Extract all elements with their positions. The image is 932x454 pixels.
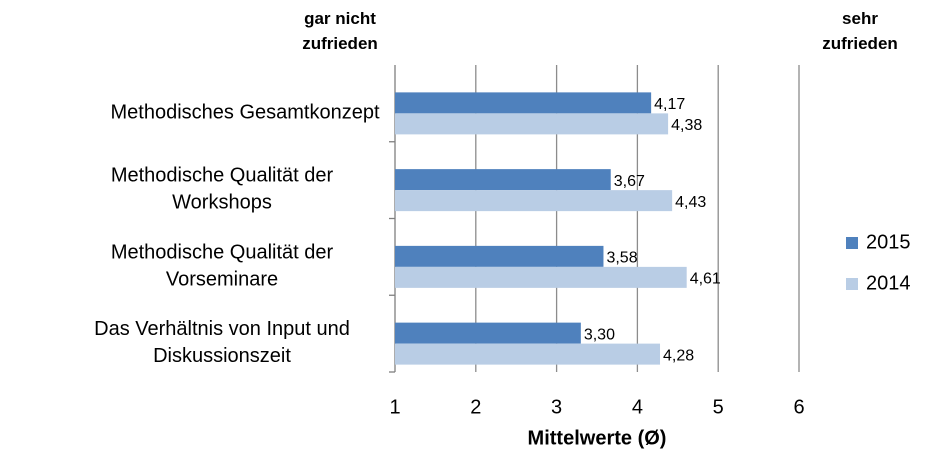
legend-label: 2014 [866, 272, 911, 294]
legend-swatch [846, 278, 858, 290]
x-tick-label: 2 [470, 396, 481, 418]
legend-label: 2015 [866, 231, 911, 253]
bar [395, 190, 673, 212]
bar [395, 343, 661, 365]
x-tick-label: 4 [632, 396, 643, 418]
value-label: 4,28 [663, 347, 694, 364]
value-label: 4,61 [690, 271, 721, 288]
y-tick-label: Methodische Qualität der Workshops [111, 165, 334, 214]
value-label: 3,30 [584, 326, 615, 343]
x-axis-title: Mittelwerte (Ø) [528, 427, 667, 449]
bar [395, 113, 669, 135]
annotation-right: sehr zufrieden [822, 9, 898, 53]
bar [395, 245, 604, 267]
y-tick-label: Methodische Qualität der Vorseminare [111, 242, 334, 291]
bar [395, 266, 687, 288]
x-tick-label: 6 [793, 396, 804, 418]
value-label: 4,43 [675, 194, 706, 211]
value-label: 4,38 [671, 117, 702, 134]
y-tick-label: Methodisches Gesamtkonzept [110, 102, 379, 124]
x-tick-label: 1 [389, 396, 400, 418]
y-tick-label: Das Verhältnis von Input und Diskussionsz… [94, 318, 350, 367]
bar [395, 92, 652, 114]
x-tick-label: 5 [713, 396, 724, 418]
bar [395, 169, 611, 191]
bar [395, 322, 581, 344]
x-tick-label: 3 [551, 396, 562, 418]
value-label: 3,67 [614, 173, 645, 190]
legend-swatch [846, 237, 858, 249]
value-label: 3,58 [606, 250, 637, 267]
annotation-left: gar nicht zufrieden [302, 9, 378, 53]
value-label: 4,17 [654, 96, 685, 113]
